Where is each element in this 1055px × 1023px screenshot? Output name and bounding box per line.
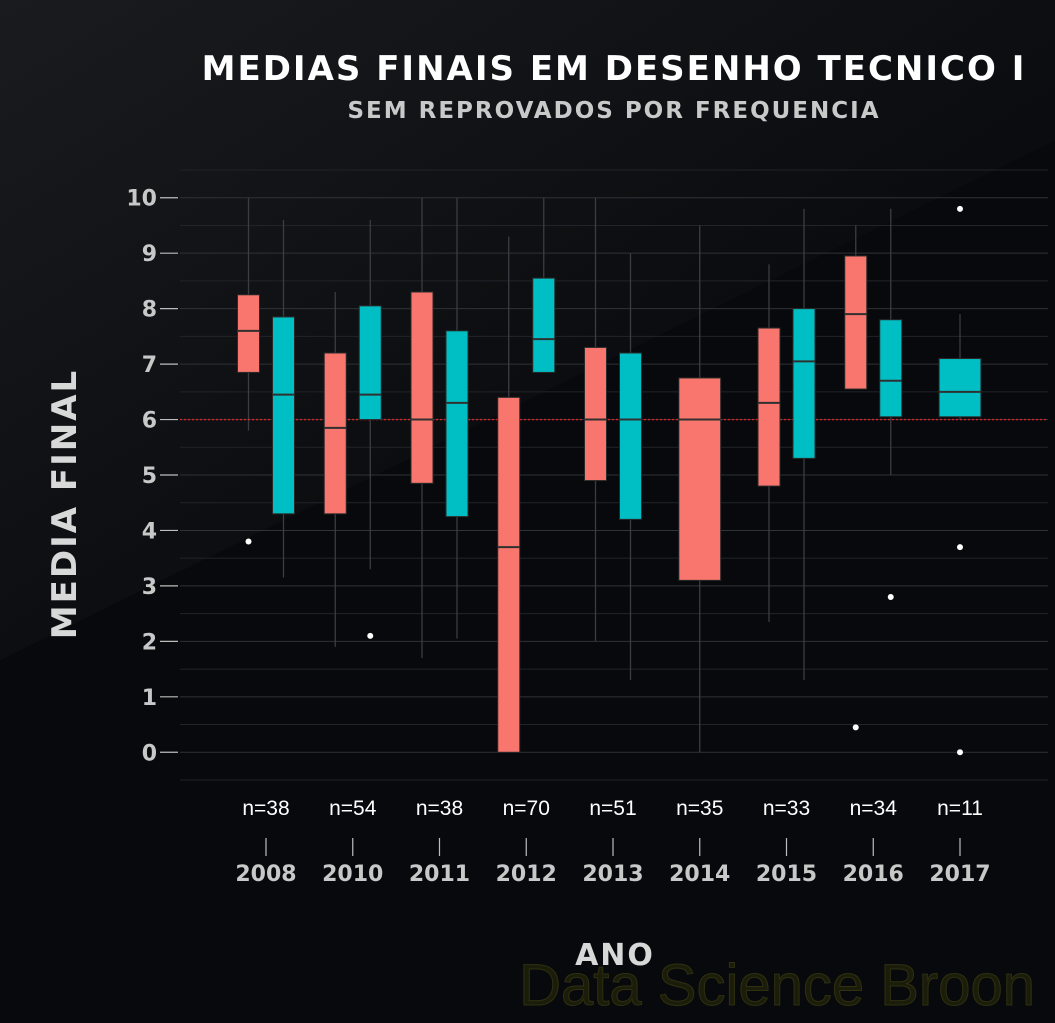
plot-area	[180, 169, 1048, 781]
box-2010-a	[323, 352, 347, 515]
box-2010-b	[358, 305, 382, 421]
y-tick-label: 0	[142, 741, 157, 766]
y-tick-label: 4	[142, 519, 157, 544]
x-axis-title: ANO	[575, 938, 655, 973]
outlier-point	[957, 544, 963, 551]
box-2013-b	[619, 352, 642, 520]
box-2012-a	[497, 396, 521, 753]
count-label: n=35	[676, 797, 723, 820]
x-tick-label: 2015	[756, 862, 817, 887]
y-axis: 0 1 2 3 4 5 6 7 8 9 10	[126, 187, 178, 766]
y-axis-title: MEDIA FINAL	[45, 369, 85, 639]
y-tick-label: 10	[126, 187, 157, 212]
box-2015-b	[792, 308, 816, 459]
box-2016-a	[844, 255, 868, 390]
count-label: n=70	[503, 797, 550, 820]
outlier-point	[367, 632, 374, 639]
outlier-point	[245, 538, 252, 545]
whiskers	[247, 197, 961, 753]
outlier-point	[887, 594, 894, 600]
box-2015-a	[757, 327, 781, 487]
x-tick-label: 2010	[322, 862, 383, 887]
count-label: n=38	[242, 797, 289, 820]
count-label: n=38	[416, 797, 463, 820]
y-tick-label: 3	[142, 575, 157, 600]
y-tick-label: 9	[142, 242, 157, 267]
boxes	[237, 255, 982, 753]
x-tick-label: 2011	[409, 862, 470, 887]
y-tick-label: 7	[142, 353, 157, 378]
y-tick-label: 6	[142, 409, 157, 434]
box-2008-a	[237, 294, 260, 373]
x-tick-label: 2013	[582, 862, 643, 887]
count-label: n=51	[589, 797, 636, 820]
background-sheen	[0, 0, 1055, 660]
count-label: n=11	[937, 797, 983, 820]
y-tick-label: 1	[142, 686, 157, 711]
y-tick-label: 5	[142, 464, 157, 489]
x-axis: 2008 2010 2011 2012 2013 2014 2015 2016 2017	[235, 838, 991, 887]
box-2017-b	[938, 358, 982, 418]
watermark: Data Science Broon	[519, 953, 1035, 1018]
outlier-point	[957, 749, 963, 756]
box-2011-a	[410, 291, 434, 484]
y-tick-label: 2	[142, 630, 157, 655]
chart-title: MEDIAS FINAIS EM DESENHO TECNICO I	[202, 49, 1027, 89]
box-2012-b	[532, 277, 556, 373]
count-labels: n=38 n=54 n=38 n=70 n=51 n=35 n=33 n=34 n=11	[242, 797, 983, 820]
box-2013-a	[584, 346, 607, 482]
x-tick-label: 2016	[843, 862, 904, 887]
count-label: n=33	[763, 797, 810, 820]
chart-subtitle: SEM REPROVADOS POR FREQUENCIA	[347, 98, 880, 124]
count-label: n=54	[329, 797, 377, 820]
box-2011-b	[445, 330, 469, 518]
count-label: n=34	[850, 797, 898, 820]
x-tick-label: 2012	[496, 862, 557, 887]
y-tick-label: 8	[142, 298, 157, 323]
outlier-point	[852, 724, 859, 731]
outliers	[245, 205, 963, 756]
x-tick-label: 2017	[929, 862, 990, 887]
x-tick-label: 2014	[669, 862, 730, 887]
box-2014-a	[678, 377, 722, 581]
box-2016-b	[879, 319, 903, 418]
box-2008-b	[272, 316, 295, 515]
outlier-point	[957, 205, 963, 212]
x-tick-label: 2008	[235, 862, 296, 887]
